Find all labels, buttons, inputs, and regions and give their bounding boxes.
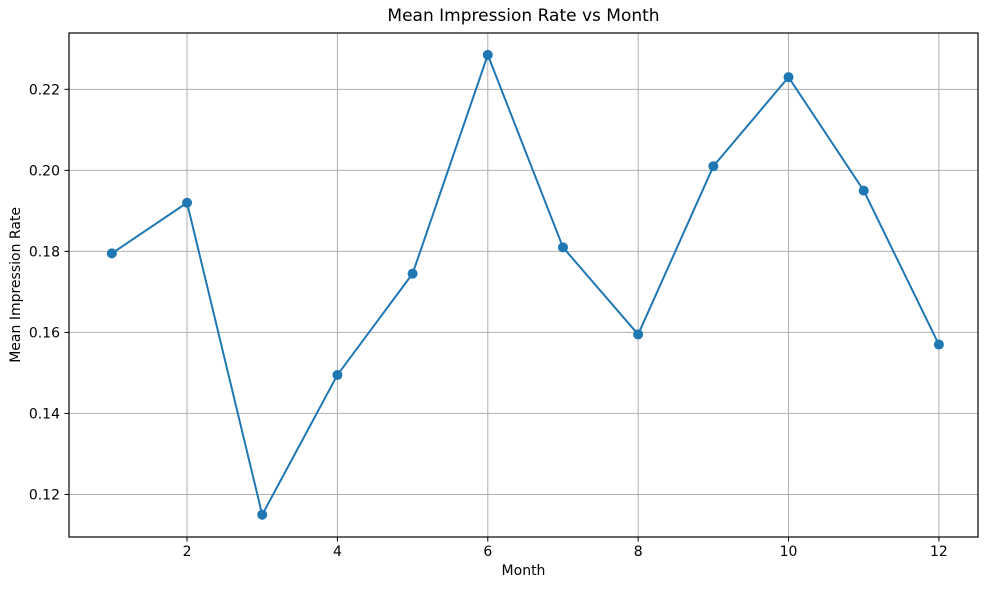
data-point-marker bbox=[858, 185, 869, 196]
chart-title: Mean Impression Rate vs Month bbox=[387, 6, 660, 26]
y-tick-label: 0.18 bbox=[29, 244, 60, 260]
y-axis-label: Mean Impression Rate bbox=[8, 207, 24, 363]
y-tick-label: 0.12 bbox=[29, 487, 60, 503]
data-point-marker bbox=[633, 329, 644, 340]
data-point-marker bbox=[933, 339, 944, 350]
y-axis-label-container: Mean Impression Rate bbox=[6, 0, 26, 570]
y-tick-label: 0.14 bbox=[29, 406, 60, 422]
data-point-marker bbox=[557, 242, 568, 253]
x-axis-label: Month bbox=[501, 563, 546, 579]
y-tick-label: 0.20 bbox=[29, 163, 60, 179]
data-point-marker bbox=[332, 369, 343, 380]
data-point-marker bbox=[708, 161, 719, 172]
data-point-marker bbox=[257, 509, 268, 520]
x-tick-label: 8 bbox=[634, 544, 643, 560]
data-point-marker bbox=[407, 268, 418, 279]
x-tick-label: 12 bbox=[930, 544, 948, 560]
y-tick-label: 0.16 bbox=[29, 325, 60, 341]
data-point-marker bbox=[182, 197, 193, 208]
x-tick-label: 4 bbox=[333, 544, 342, 560]
x-tick-label: 10 bbox=[780, 544, 798, 560]
plot-border bbox=[68, 32, 979, 538]
data-point-marker bbox=[106, 248, 117, 259]
data-point-marker bbox=[783, 72, 794, 83]
series-line bbox=[110, 53, 940, 516]
data-point-marker bbox=[482, 49, 493, 60]
x-tick-label: 2 bbox=[183, 544, 192, 560]
y-tick-label: 0.22 bbox=[29, 82, 60, 98]
x-tick-label: 6 bbox=[483, 544, 492, 560]
